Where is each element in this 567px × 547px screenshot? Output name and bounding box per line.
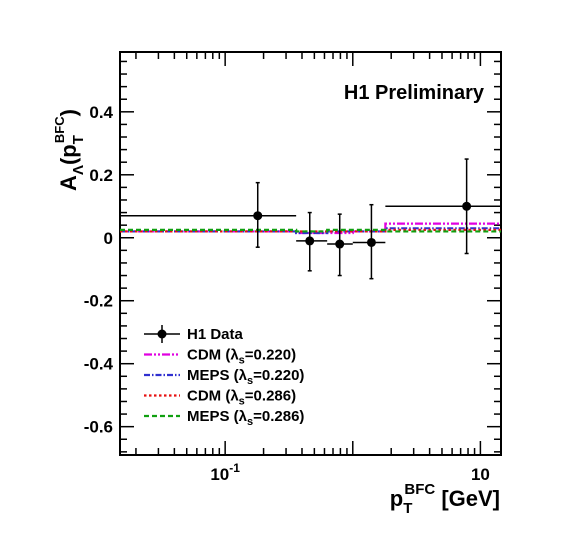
data-marker bbox=[305, 236, 315, 246]
legend-label-tail: =0.286) bbox=[253, 408, 304, 425]
data-point bbox=[352, 203, 386, 280]
x-tick-label: 10 bbox=[471, 465, 490, 484]
legend-entry: MEPS (λs=0.220) bbox=[144, 367, 304, 387]
axis-ticks: 10-1 100.40.20-0.2-0.4-0.6 bbox=[84, 52, 501, 484]
y-axis-title-main: A bbox=[56, 175, 81, 191]
data-marker bbox=[335, 239, 345, 249]
legend-label: MEPS (λs=0.220) bbox=[187, 367, 304, 387]
y-axis-title-open: (p bbox=[56, 144, 81, 165]
legend-label: H1 Data bbox=[187, 326, 244, 343]
legend-label-tail: =0.286) bbox=[245, 388, 296, 405]
y-tick-label: 0 bbox=[104, 229, 113, 248]
x-axis-title-main: p bbox=[390, 486, 403, 511]
y-tick-label: 0.4 bbox=[89, 103, 113, 122]
y-axis-title-sub: Λ bbox=[70, 165, 87, 175]
data-marker bbox=[462, 201, 472, 211]
x-tick-label-base: 10 bbox=[471, 465, 490, 484]
y-tick-label: -0.6 bbox=[84, 418, 113, 437]
legend-entry: CDM (λs=0.286) bbox=[144, 388, 296, 408]
x-axis-title-sup: BFC bbox=[404, 481, 435, 498]
plot-frame bbox=[119, 51, 502, 456]
x-axis-title-sub: T bbox=[403, 500, 412, 517]
y-tick-label: -0.4 bbox=[84, 355, 114, 374]
legend-label: MEPS (λs=0.286) bbox=[187, 408, 304, 428]
legend-data-marker bbox=[157, 329, 167, 339]
legend-label: CDM (λs=0.220) bbox=[187, 347, 296, 367]
legend-label-sub: s bbox=[247, 375, 253, 387]
model-curves bbox=[120, 222, 501, 235]
legend-label-main: CDM (λ bbox=[187, 347, 239, 364]
legend-entry: H1 Data bbox=[144, 325, 244, 343]
x-tick-label-base: 10 bbox=[210, 465, 229, 484]
data-point bbox=[120, 181, 297, 248]
legend-label-sub: s bbox=[239, 355, 245, 367]
y-tick-label: -0.2 bbox=[84, 292, 113, 311]
legend-label-sub: s bbox=[239, 396, 245, 408]
legend-entry: CDM (λs=0.220) bbox=[144, 347, 296, 367]
y-axis-title-sup2: BFC bbox=[52, 116, 67, 143]
data-point bbox=[327, 213, 353, 277]
legend-label-main: H1 Data bbox=[187, 326, 244, 343]
preliminary-label: H1 Preliminary bbox=[344, 82, 485, 104]
data-point bbox=[296, 211, 328, 272]
y-axis-title-sub2: T bbox=[70, 135, 87, 144]
legend-entry: MEPS (λs=0.286) bbox=[144, 408, 304, 428]
y-axis-title: AΛ(pTBFC) bbox=[52, 109, 87, 191]
legend-label-tail: =0.220) bbox=[245, 347, 296, 364]
legend-label-main: CDM (λ bbox=[187, 388, 239, 405]
model-line bbox=[120, 228, 501, 233]
legend-label-main: MEPS (λ bbox=[187, 408, 248, 425]
x-axis-title-unit: [GeV] bbox=[435, 486, 500, 511]
y-tick-label: 0.2 bbox=[89, 166, 113, 185]
data-points bbox=[120, 158, 501, 280]
legend-label: CDM (λs=0.286) bbox=[187, 388, 296, 408]
x-tick-label: 10-1 bbox=[210, 461, 240, 484]
data-marker bbox=[366, 237, 376, 247]
data-point bbox=[385, 158, 501, 255]
x-axis-title: pT BFC [GeV] bbox=[390, 481, 500, 517]
data-marker bbox=[253, 211, 263, 221]
legend-label-sub: s bbox=[247, 416, 253, 428]
legend-label-main: MEPS (λ bbox=[187, 367, 248, 384]
x-tick-label-exp: -1 bbox=[229, 461, 240, 475]
y-axis-title-close: ) bbox=[56, 109, 81, 116]
legend-label-tail: =0.220) bbox=[253, 367, 304, 384]
